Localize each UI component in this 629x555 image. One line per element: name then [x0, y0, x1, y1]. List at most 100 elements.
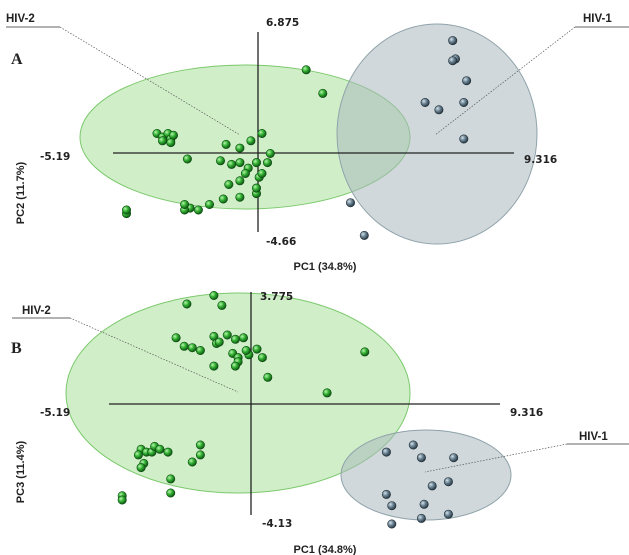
hiv-1-label-b: HIV-1 — [579, 431, 608, 443]
data-point-hiv-2-a-8 — [227, 159, 237, 169]
data-point-hiv-2-a-17 — [265, 149, 275, 159]
data-point-hiv-2-b-9 — [214, 337, 224, 347]
hiv-2-label: HIV-2 — [6, 13, 35, 25]
data-point-hiv-1-b-5 — [427, 481, 437, 491]
data-point-hiv-1-a-7 — [459, 134, 469, 144]
hiv-1-callout-line-b — [424, 443, 568, 473]
pc3-max-label: 3.775 — [260, 291, 293, 303]
panel-b: B 3.775 -4.13 -5.19 9.316 HIV-2 HIV-1 PC… — [11, 290, 629, 555]
data-point-hiv-1-b-3 — [449, 453, 459, 463]
data-point-hiv-2-b-26 — [133, 450, 143, 460]
data-point-hiv-2-b-14 — [222, 330, 232, 340]
x-axis-title-a: PC1 (34.8%) — [294, 261, 357, 273]
data-point-hiv-2-a-1 — [318, 88, 328, 98]
data-point-hiv-1-b-11 — [387, 519, 397, 529]
data-point-hiv-1-a-6 — [434, 105, 444, 115]
data-point-hiv-2-b-31 — [163, 447, 173, 457]
data-point-hiv-1-a-0 — [448, 36, 458, 46]
data-point-hiv-2-a-5 — [235, 143, 245, 153]
pc2-max-label: 6.875 — [266, 17, 299, 29]
data-point-hiv-2-a-27 — [193, 205, 203, 215]
y-axis-title-b: PC3 (11.4%) — [15, 440, 27, 503]
data-point-hiv-1-b-2 — [416, 453, 426, 463]
data-point-hiv-1-b-8 — [419, 499, 429, 509]
hiv-1-label: HIV-1 — [583, 13, 612, 25]
data-point-hiv-1-a-2 — [448, 56, 458, 66]
y-axis-title-a: PC2 (11.7%) — [15, 161, 27, 224]
data-point-hiv-2-a-25 — [166, 138, 176, 148]
data-point-hiv-1-b-9 — [443, 509, 453, 519]
hiv-2-callout-line-b — [69, 317, 239, 393]
data-point-hiv-2-b-23 — [360, 347, 370, 357]
data-point-hiv-2-a-0 — [301, 65, 311, 75]
data-point-hiv-1-a-4 — [459, 98, 469, 108]
data-point-hiv-1-b-4 — [443, 477, 453, 487]
data-point-hiv-2-a-30 — [205, 200, 215, 210]
data-point-hiv-2-b-0 — [209, 290, 219, 300]
data-point-hiv-2-b-1 — [182, 299, 192, 309]
panel-a-points — [122, 36, 472, 240]
panel-b-points — [117, 290, 459, 529]
pc1-min-label: -5.19 — [40, 151, 70, 163]
panel-a: A 6.875 -4.66 -5.19 9.316 HIV-2 HIV-1 PC… — [6, 13, 629, 273]
pc1-max-label-b: 9.316 — [510, 407, 543, 419]
data-point-hiv-1-a-5 — [420, 98, 430, 108]
data-point-hiv-2-a-16 — [262, 158, 272, 168]
data-point-hiv-2-b-6 — [187, 343, 197, 353]
data-point-hiv-1-b-0 — [408, 440, 418, 450]
data-point-hiv-2-b-38 — [117, 495, 127, 505]
pc2-min-label: -4.66 — [266, 236, 296, 248]
data-point-hiv-2-b-40 — [166, 488, 176, 498]
data-point-hiv-2-a-11 — [235, 176, 245, 186]
data-point-hiv-2-a-3 — [246, 136, 256, 146]
data-point-hiv-2-b-24 — [322, 388, 332, 398]
data-point-hiv-2-a-4 — [221, 139, 231, 149]
data-point-hiv-1-b-1 — [381, 447, 391, 457]
data-point-hiv-2-b-18 — [241, 345, 251, 355]
panel-label-b: B — [11, 340, 22, 357]
hiv-1-confidence-ellipse — [336, 23, 538, 245]
data-point-hiv-2-b-36 — [187, 457, 197, 467]
data-point-hiv-2-a-36 — [252, 183, 262, 193]
data-point-hiv-2-a-18 — [182, 154, 192, 164]
data-point-hiv-2-b-21 — [230, 361, 240, 371]
data-point-hiv-2-b-35 — [195, 450, 205, 460]
pc1-min-label-b: -5.19 — [40, 407, 70, 419]
data-point-hiv-2-b-5 — [179, 341, 189, 351]
hiv-1-callout-line — [434, 26, 576, 136]
data-point-hiv-2-a-12 — [224, 180, 234, 190]
data-point-hiv-2-b-15 — [230, 334, 240, 344]
data-point-hiv-2-a-31 — [218, 194, 228, 204]
data-point-hiv-2-b-16 — [252, 344, 262, 354]
data-point-hiv-2-b-4 — [171, 333, 181, 343]
data-point-hiv-1-b-7 — [387, 501, 397, 511]
data-point-hiv-2-a-34 — [235, 192, 245, 202]
data-point-hiv-2-a-2 — [257, 129, 267, 139]
data-point-hiv-1-a-3 — [462, 76, 472, 86]
data-point-hiv-1-b-6 — [381, 489, 391, 499]
data-point-hiv-2-b-33 — [136, 463, 146, 473]
data-point-hiv-1-b-10 — [416, 513, 426, 523]
data-point-hiv-1-a-9 — [359, 230, 369, 240]
hiv-2-callout-line — [59, 26, 241, 136]
data-point-hiv-2-b-22 — [263, 372, 273, 382]
data-point-hiv-2-b-39 — [166, 474, 176, 484]
data-point-hiv-2-b-17 — [257, 353, 267, 363]
data-point-hiv-1-a-8 — [345, 198, 355, 208]
data-point-hiv-2-a-14 — [257, 169, 267, 179]
data-point-hiv-2-a-24 — [158, 136, 168, 146]
data-point-hiv-2-a-15 — [252, 158, 262, 168]
pc3-min-label: -4.13 — [262, 518, 292, 530]
data-point-hiv-2-a-33 — [122, 205, 132, 215]
x-axis-title-b: PC1 (34.8%) — [294, 544, 357, 555]
hiv-2-label-b: HIV-2 — [22, 305, 51, 317]
data-point-hiv-2-b-2 — [217, 300, 227, 310]
data-point-hiv-2-a-6 — [216, 156, 226, 166]
pc1-max-label: 9.316 — [524, 154, 557, 166]
data-point-hiv-2-b-34 — [195, 440, 205, 450]
data-point-hiv-2-b-20 — [209, 361, 219, 371]
data-point-hiv-2-a-29 — [180, 200, 190, 210]
data-point-hiv-2-a-7 — [235, 158, 245, 168]
data-point-hiv-2-b-30 — [155, 444, 165, 454]
